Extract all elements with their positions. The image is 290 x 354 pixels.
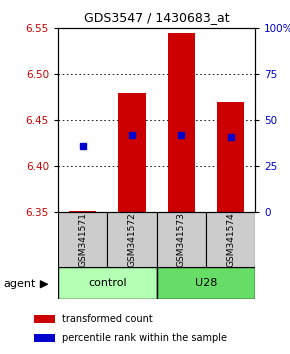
Text: percentile rank within the sample: percentile rank within the sample <box>62 333 227 343</box>
Bar <box>118 93 146 212</box>
Text: GSM341572: GSM341572 <box>127 212 137 267</box>
Bar <box>58 267 157 299</box>
Text: GSM341571: GSM341571 <box>78 212 87 267</box>
Text: GSM341574: GSM341574 <box>226 212 235 267</box>
Bar <box>217 102 244 212</box>
Bar <box>69 211 96 212</box>
Bar <box>34 315 55 323</box>
Text: transformed count: transformed count <box>62 314 153 324</box>
Bar <box>58 212 107 267</box>
Title: GDS3547 / 1430683_at: GDS3547 / 1430683_at <box>84 11 229 24</box>
Text: U28: U28 <box>195 278 217 288</box>
Text: GSM341573: GSM341573 <box>177 212 186 267</box>
Bar <box>107 212 157 267</box>
Bar <box>157 267 255 299</box>
Bar <box>206 212 255 267</box>
Text: control: control <box>88 278 127 288</box>
Bar <box>34 334 55 342</box>
Text: agent: agent <box>3 279 35 289</box>
Bar <box>168 33 195 212</box>
Bar <box>157 212 206 267</box>
